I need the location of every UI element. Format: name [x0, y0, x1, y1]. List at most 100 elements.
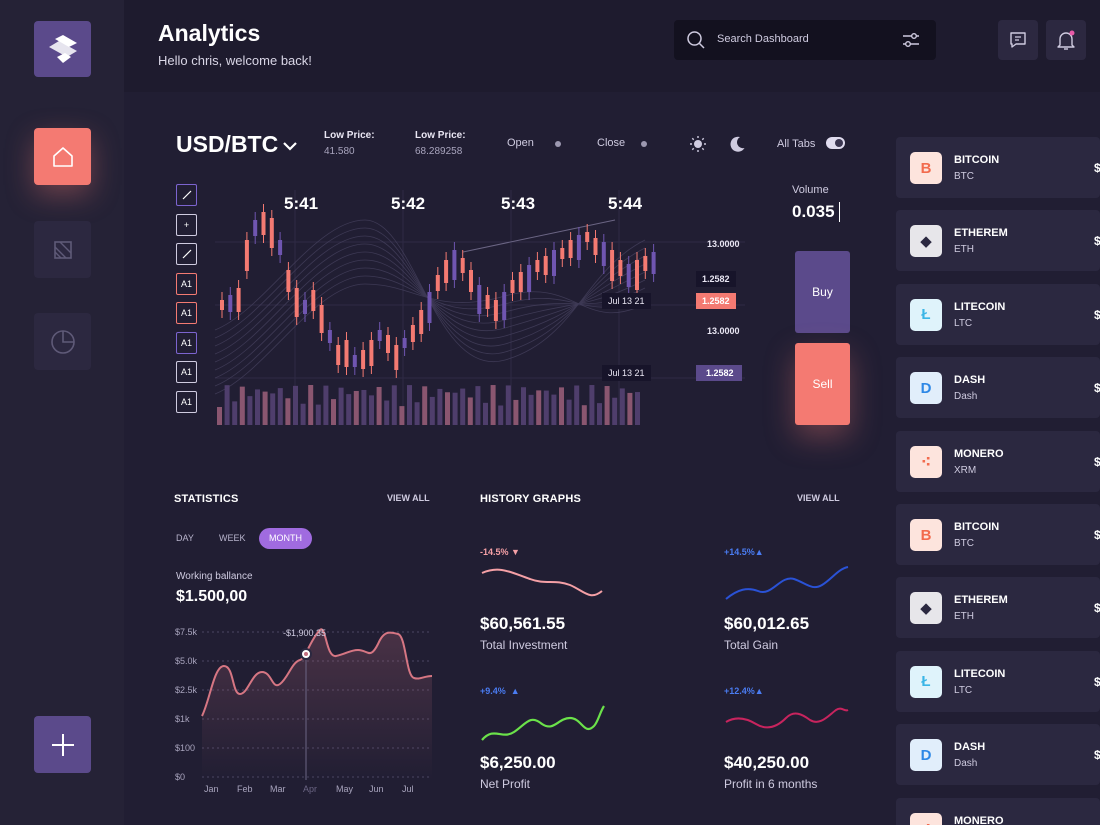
- coin-item[interactable]: ⁖ MONERO XRM $: [896, 430, 1100, 492]
- arrow-up-icon: ▲: [754, 686, 764, 696]
- coin-item[interactable]: ◆ ETHEREM ETH $: [896, 577, 1100, 639]
- ethereum-icon: ◆: [910, 592, 942, 625]
- candle: [294, 288, 299, 317]
- candlestick-chart[interactable]: [205, 180, 750, 430]
- balance-line: [201, 628, 433, 717]
- currency-pair-select[interactable]: USD/BTC: [176, 131, 298, 158]
- volume-bar: [346, 394, 352, 425]
- coin-item[interactable]: B BITCOIN BTC $: [896, 504, 1100, 565]
- net-profit-change: +9.4% ▲: [480, 686, 520, 696]
- x-tick-label: Jan: [204, 784, 219, 794]
- all-tabs-toggle[interactable]: [826, 137, 845, 149]
- coin-amount: $: [1094, 674, 1100, 689]
- open-radio[interactable]: [555, 141, 561, 147]
- candle: [410, 325, 415, 342]
- coin-symbol: BTC: [954, 538, 974, 549]
- coin-amount: $: [1094, 234, 1100, 249]
- messages-button[interactable]: [998, 20, 1038, 60]
- nav-documents-button[interactable]: [34, 221, 91, 278]
- candle: [502, 292, 507, 320]
- close-label[interactable]: Close: [597, 137, 626, 149]
- open-label[interactable]: Open: [507, 137, 534, 149]
- search-input[interactable]: Search Dashboard: [717, 33, 809, 45]
- coin-name: BITCOIN: [954, 521, 1000, 533]
- coin-amount: $: [1094, 381, 1100, 396]
- statistics-view-all-link[interactable]: VIEW ALL: [387, 493, 430, 503]
- candle: [518, 272, 523, 292]
- volume-label: Volume: [792, 184, 829, 196]
- low-price-value-2: 68.289258: [415, 146, 463, 157]
- candle: [485, 295, 490, 309]
- volume-bar: [627, 392, 633, 425]
- volume-input[interactable]: 0.035: [792, 202, 840, 222]
- coin-name: LITECOIN: [954, 300, 1006, 313]
- candle: [402, 338, 407, 348]
- candle: [543, 256, 548, 275]
- time-label: 5:43: [501, 194, 536, 213]
- working-balance-value: $1.500,00: [176, 588, 248, 605]
- volume-bar: [581, 405, 587, 425]
- tool-button-label[interactable]: A1: [176, 302, 197, 324]
- buy-button[interactable]: Buy: [795, 251, 850, 333]
- line-tool-button[interactable]: [176, 184, 197, 206]
- arrow-up-icon: ▲: [754, 547, 764, 557]
- volume-bar: [315, 404, 321, 425]
- candle: [269, 218, 274, 248]
- total-gain-label: Total Gain: [724, 638, 779, 652]
- history-view-all-link[interactable]: VIEW ALL: [797, 493, 840, 503]
- volume-bar: [429, 396, 435, 425]
- coin-amount: $: [1094, 454, 1100, 469]
- date-label: Jul 13 21: [602, 365, 651, 381]
- nav-home-button[interactable]: [34, 128, 91, 185]
- period-tab-day[interactable]: DAY: [176, 533, 194, 543]
- add-button[interactable]: [34, 716, 91, 773]
- candle: [286, 270, 291, 292]
- volume-bar: [285, 398, 291, 425]
- sun-icon[interactable]: [689, 135, 707, 153]
- moon-icon[interactable]: [728, 135, 746, 153]
- coin-name: ETHEREM: [954, 594, 1008, 607]
- coin-item[interactable]: D DASH Dash $: [896, 724, 1100, 786]
- time-label: 5:42: [391, 194, 426, 213]
- line-tool-button[interactable]: [176, 243, 197, 265]
- search-icon: [687, 31, 705, 49]
- coin-symbol: Dash: [954, 758, 978, 770]
- sell-button[interactable]: Sell: [795, 343, 850, 425]
- app-logo[interactable]: [34, 21, 91, 77]
- period-tab-month[interactable]: MONTH: [259, 528, 312, 549]
- volume-bar: [505, 385, 511, 425]
- tool-button-label[interactable]: A1: [176, 331, 197, 354]
- message-icon: [1010, 32, 1026, 48]
- volume-bar: [452, 392, 458, 425]
- volume-bar: [217, 407, 222, 425]
- tool-button-label[interactable]: A1: [176, 361, 197, 383]
- coin-item[interactable]: D DASH Dash $: [896, 357, 1100, 419]
- notifications-button[interactable]: [1046, 20, 1086, 60]
- coin-item[interactable]: B BITCOIN BTC $: [896, 137, 1100, 198]
- tool-button-label[interactable]: A1: [176, 272, 197, 295]
- candle: [527, 265, 532, 292]
- tool-button-label[interactable]: A1: [176, 390, 197, 413]
- litecoin-icon: Ł: [910, 665, 942, 698]
- filter-icon[interactable]: [901, 30, 921, 50]
- candle: [303, 300, 307, 314]
- coin-item[interactable]: Ł LITECOIN LTC $: [896, 283, 1100, 345]
- volume-bar: [270, 393, 276, 425]
- volume-bar: [384, 400, 390, 425]
- coin-item[interactable]: ◆ ETHEREM ETH $: [896, 210, 1100, 272]
- volume-bar: [262, 391, 268, 425]
- nav-reports-button[interactable]: [34, 313, 91, 370]
- six-month-profit-sparkline: [725, 707, 849, 729]
- all-tabs-label: All Tabs: [777, 138, 816, 150]
- balance-chart[interactable]: -$1,900.35 $7.5k $5.0k $2.5k $1k $100 $0 Jan F…: [170, 620, 440, 800]
- search-bar[interactable]: Search Dashboard: [674, 20, 936, 60]
- period-tab-week[interactable]: WEEK: [219, 533, 246, 543]
- coin-item[interactable]: ⁖ MONERO: [896, 797, 1100, 825]
- close-radio[interactable]: [641, 141, 647, 147]
- volume-bar: [551, 394, 557, 425]
- coin-name: DASH: [954, 741, 986, 754]
- coin-item[interactable]: Ł LITECOIN LTC $: [896, 650, 1100, 712]
- volume-bar: [467, 397, 473, 425]
- volume-bar: [635, 392, 640, 425]
- tool-button-label[interactable]: +: [176, 213, 197, 236]
